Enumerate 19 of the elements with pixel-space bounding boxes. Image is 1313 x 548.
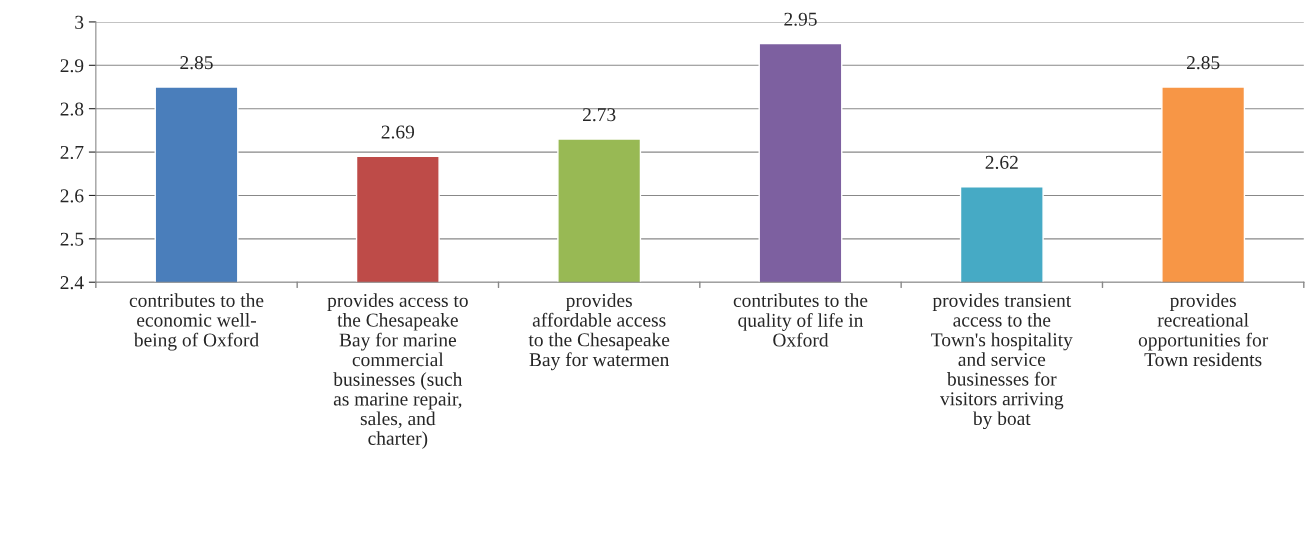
data-label: 2.69 [381,125,415,139]
y-tick-label: 2.9 [60,59,84,73]
data-label: 2.73 [583,108,616,122]
x-tick-label: contributes to the economic well- being of Oxford [129,293,264,351]
data-label: 2.85 [180,56,213,70]
x-tick-label: provides recreational opportunities for Town residents [1138,293,1269,367]
y-tick-label: 2.8 [60,102,84,116]
data-label: 2.62 [985,155,1018,170]
y-tick-label: 2.5 [60,232,84,246]
data-label: 2.95 [784,12,817,26]
x-tick-label: contributes to the quality of life in Oxford [733,293,868,347]
data-label: 2.85 [1186,56,1220,70]
y-tick-label: 3 [75,15,84,29]
y-tick-label: 2.4 [60,276,84,290]
x-tick-label: provides access to the Chesapeake Bay for marine commercial businesses (such as marine repair, sales, and charter) [327,293,468,449]
x-tick-label: provides transient access to the Town's hospitality and service businesses for visitors arriving by boat [931,293,1073,430]
y-tick-label: 2.6 [60,189,84,203]
x-tick-label: provides affordable access to the Chesapeake Bay for watermen [528,293,670,371]
y-tick-label: 2.7 [60,145,84,160]
